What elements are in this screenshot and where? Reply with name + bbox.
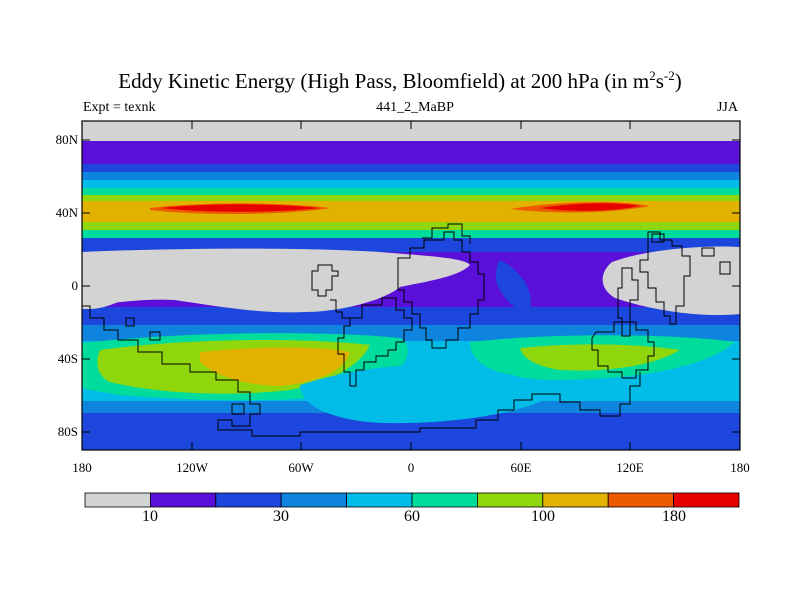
coastline-southeast-asia	[639, 231, 691, 325]
tropical-low-west-pacific	[602, 246, 740, 316]
colorbar	[84, 492, 740, 508]
coastline-central-america	[330, 299, 350, 319]
coastlines	[82, 223, 731, 437]
lon-tick-60w: 60W	[288, 460, 314, 475]
run-label: 441_2_MaBP	[376, 100, 454, 115]
lat-tick-40s: 40S	[57, 351, 78, 366]
band-south-subtropics	[82, 307, 740, 325]
experiment-label: Expt = texnk	[83, 100, 156, 115]
band-north-below2	[82, 230, 740, 238]
lon-tick-0: 0	[407, 460, 415, 475]
lon-tick-120e: 120E	[616, 460, 644, 475]
tropical-low-west-edge	[82, 286, 121, 310]
band-high-lat-north	[82, 141, 740, 164]
band-subtropics-north	[82, 238, 740, 252]
lat-tick-0: 0	[71, 278, 79, 293]
lon-tick-180e: 180	[730, 460, 750, 475]
coastline-north-atlantic-islands	[651, 233, 731, 275]
map-title: Eddy Kinetic Energy (High Pass, Bloomfie…	[118, 68, 682, 93]
lat-tick-80n: 80N	[55, 132, 78, 147]
south-western-blue	[82, 414, 150, 434]
colorbar-swatch	[215, 492, 282, 508]
band-north-below	[82, 222, 740, 230]
colorbar-label-180: 180	[662, 508, 686, 525]
band-north-80-100	[82, 195, 740, 201]
south-eastern-blue	[700, 413, 740, 437]
coastline-antarctica	[82, 305, 641, 437]
lat-tick-40n: 40N	[55, 205, 78, 220]
colorbar-swatch	[280, 492, 348, 508]
colorbar-swatch	[673, 492, 740, 508]
coastline-pacific-islands	[125, 317, 161, 341]
colorbar-swatch	[149, 492, 217, 508]
band-north-20-30	[82, 164, 740, 172]
coastline-south-asia	[422, 223, 471, 244]
coastline-indonesia	[617, 267, 639, 337]
south-indian-ocean-80-100	[520, 344, 680, 371]
south-atlantic-45-60	[300, 365, 560, 424]
tropical-low-east-pacific	[82, 248, 470, 313]
lat-tick-80s: 80S	[57, 424, 78, 439]
colorbar-swatch	[607, 492, 675, 508]
lon-tick-120w: 120W	[176, 460, 208, 475]
colorbar-label-100: 100	[531, 508, 555, 525]
colorbar-label-30: 30	[273, 508, 289, 525]
colorbar-swatch	[346, 492, 413, 508]
coastline-south-america	[337, 297, 413, 387]
axis-ticks	[81, 121, 741, 450]
coastline-africa	[397, 231, 485, 349]
band-north-60-80	[82, 188, 740, 195]
storm-track-north-pacific-core	[160, 204, 320, 212]
season-label: JJA	[716, 100, 738, 115]
storm-track-north-atlantic-core	[540, 203, 640, 211]
band-polar-north	[82, 121, 740, 141]
colorbar-label-60: 60	[404, 508, 420, 525]
coastline-australia	[591, 321, 655, 379]
colorbar-swatch	[84, 492, 151, 508]
colorbar-label-10: 10	[142, 508, 158, 525]
storm-track-south-pacific	[200, 347, 350, 386]
coastline-north-america	[311, 264, 339, 297]
colorbar-swatch	[542, 492, 609, 508]
coastline-west-antarctic	[231, 403, 245, 415]
band-north-45-60	[82, 180, 740, 188]
lon-tick-60e: 60E	[510, 460, 532, 475]
band-north-30-45	[82, 172, 740, 180]
contour-field	[82, 121, 740, 450]
lon-tick-180w: 180	[72, 460, 92, 475]
colorbar-swatch	[411, 492, 478, 508]
tropical-central-lobe	[496, 260, 531, 311]
colorbar-swatch	[476, 492, 544, 508]
